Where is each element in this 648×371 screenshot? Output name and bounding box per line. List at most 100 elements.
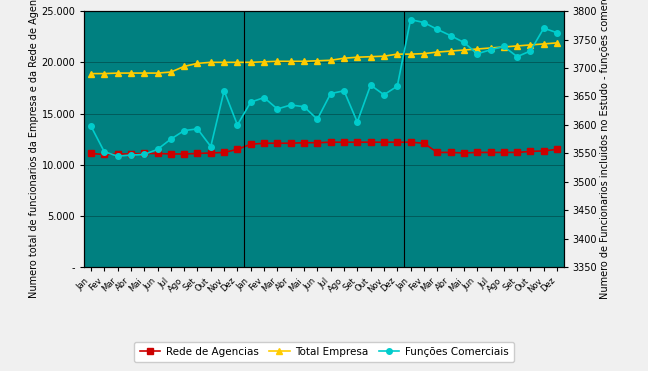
Total Empresa xyxy=(380,54,388,58)
Funções Comerciais xyxy=(367,83,375,87)
Total Empresa xyxy=(247,60,255,65)
Legend: Rede de Agencias, Total Empresa, Funções Comerciais: Rede de Agencias, Total Empresa, Funções… xyxy=(134,342,514,362)
Funções Comerciais xyxy=(540,26,548,30)
Rede de Agencias xyxy=(540,149,548,153)
Rede de Agencias xyxy=(407,140,415,144)
Total Empresa xyxy=(327,58,334,62)
Funções Comerciais xyxy=(247,100,255,104)
Line: Rede de Agencias: Rede de Agencias xyxy=(88,139,560,157)
Rede de Agencias xyxy=(247,142,255,147)
Total Empresa xyxy=(420,52,428,56)
Total Empresa xyxy=(473,47,481,51)
Rede de Agencias xyxy=(154,151,161,156)
Funções Comerciais xyxy=(527,49,535,53)
Funções Comerciais xyxy=(434,27,441,32)
Total Empresa xyxy=(233,60,241,65)
Funções Comerciais xyxy=(100,150,108,154)
Rede de Agencias xyxy=(300,141,308,145)
Total Empresa xyxy=(460,48,468,52)
Rede de Agencias xyxy=(327,140,334,144)
Total Empresa xyxy=(513,44,521,48)
Total Empresa xyxy=(113,71,121,75)
Total Empresa xyxy=(207,60,214,65)
Text: 2005: 2005 xyxy=(470,344,498,354)
Rede de Agencias xyxy=(167,152,175,156)
Total Empresa xyxy=(540,42,548,46)
Funções Comerciais xyxy=(446,33,454,38)
Rede de Agencias xyxy=(127,152,135,156)
Funções Comerciais xyxy=(127,153,135,157)
Funções Comerciais xyxy=(500,44,507,49)
Funções Comerciais xyxy=(180,128,188,133)
Line: Funções Comerciais: Funções Comerciais xyxy=(88,17,560,159)
Rede de Agencias xyxy=(434,150,441,155)
Funções Comerciais xyxy=(194,127,202,131)
Rede de Agencias xyxy=(314,141,321,145)
Funções Comerciais xyxy=(340,89,348,93)
Rede de Agencias xyxy=(553,147,561,152)
Text: 2004: 2004 xyxy=(310,344,338,354)
Rede de Agencias xyxy=(207,151,214,155)
Rede de Agencias xyxy=(527,149,535,154)
Funções Comerciais xyxy=(380,92,388,97)
Total Empresa xyxy=(314,59,321,63)
Total Empresa xyxy=(300,59,308,63)
Funções Comerciais xyxy=(407,17,415,22)
Funções Comerciais xyxy=(154,147,161,152)
Total Empresa xyxy=(87,71,95,76)
Total Empresa xyxy=(260,60,268,64)
Total Empresa xyxy=(100,71,108,76)
Funções Comerciais xyxy=(140,152,148,157)
Funções Comerciais xyxy=(207,144,214,149)
Total Empresa xyxy=(487,46,494,50)
Rede de Agencias xyxy=(260,141,268,145)
Funções Comerciais xyxy=(393,84,401,88)
Funções Comerciais xyxy=(87,124,95,128)
Rede de Agencias xyxy=(420,141,428,145)
Funções Comerciais xyxy=(287,103,295,107)
Total Empresa xyxy=(527,43,535,47)
Total Empresa xyxy=(180,64,188,69)
Total Empresa xyxy=(500,45,507,49)
Rede de Agencias xyxy=(393,140,401,144)
Rede de Agencias xyxy=(353,140,361,144)
Total Empresa xyxy=(167,70,175,74)
Total Empresa xyxy=(340,56,348,60)
Total Empresa xyxy=(367,55,375,59)
Y-axis label: Numero de Funcionarios incluidos no Estudo - funções comerciais: Numero de Funcionarios incluidos no Estu… xyxy=(600,0,610,299)
Total Empresa xyxy=(446,49,454,53)
Total Empresa xyxy=(353,55,361,59)
Funções Comerciais xyxy=(460,40,468,45)
Rede de Agencias xyxy=(340,140,348,144)
Funções Comerciais xyxy=(420,20,428,25)
Line: Total Empresa: Total Empresa xyxy=(88,40,560,76)
Rede de Agencias xyxy=(233,147,241,152)
Rede de Agencias xyxy=(446,150,454,155)
Total Empresa xyxy=(127,71,135,75)
Funções Comerciais xyxy=(513,55,521,59)
Rede de Agencias xyxy=(500,150,507,155)
Rede de Agencias xyxy=(113,152,121,156)
Total Empresa xyxy=(154,71,161,75)
Funções Comerciais xyxy=(553,30,561,35)
Total Empresa xyxy=(287,59,295,63)
Funções Comerciais xyxy=(273,107,281,111)
Rede de Agencias xyxy=(87,151,95,156)
Total Empresa xyxy=(273,59,281,63)
Rede de Agencias xyxy=(287,141,295,145)
Funções Comerciais xyxy=(473,52,481,56)
Total Empresa xyxy=(434,50,441,54)
Funções Comerciais xyxy=(300,105,308,109)
Rede de Agencias xyxy=(194,151,202,156)
Rede de Agencias xyxy=(513,150,521,155)
Funções Comerciais xyxy=(220,89,228,93)
Rede de Agencias xyxy=(140,151,148,156)
Funções Comerciais xyxy=(260,95,268,100)
Total Empresa xyxy=(220,60,228,65)
Funções Comerciais xyxy=(314,117,321,121)
Funções Comerciais xyxy=(487,47,494,52)
Rede de Agencias xyxy=(367,140,375,144)
Total Empresa xyxy=(140,71,148,75)
Total Empresa xyxy=(553,41,561,45)
Rede de Agencias xyxy=(273,141,281,145)
